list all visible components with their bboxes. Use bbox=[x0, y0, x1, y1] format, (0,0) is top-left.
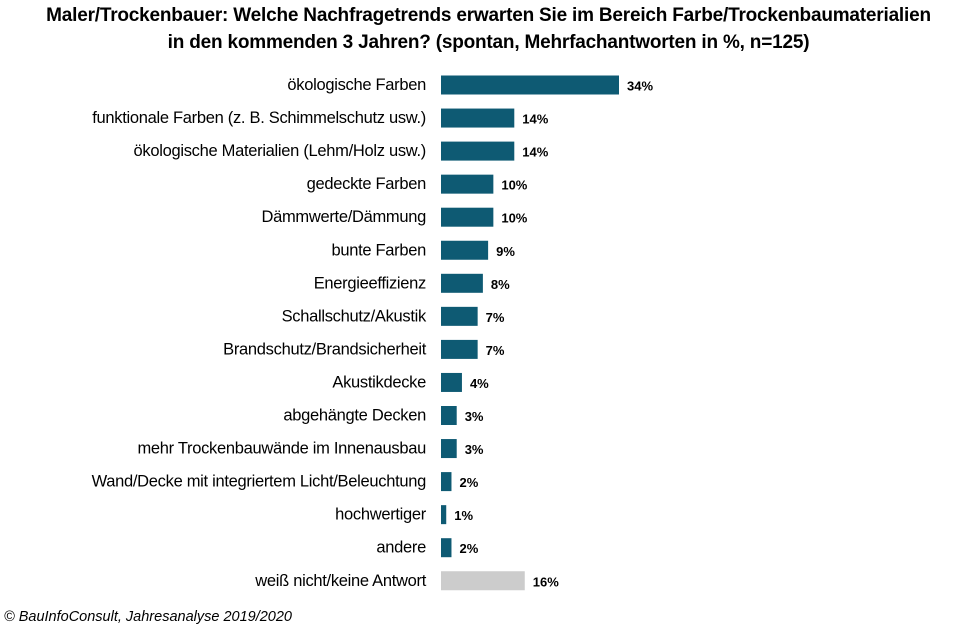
source-footer: © BauInfoConsult, Jahresanalyse 2019/202… bbox=[4, 609, 292, 625]
value-label: 2% bbox=[459, 541, 478, 556]
category-label: Energieeffizienz bbox=[314, 274, 426, 292]
value-label: 10% bbox=[501, 211, 527, 226]
category-label: Brandschutz/Brandsicherheit bbox=[223, 340, 427, 358]
category-label: ökologische Materialien (Lehm/Holz usw.) bbox=[134, 142, 426, 160]
category-label: weiß nicht/keine Antwort bbox=[254, 572, 426, 590]
category-label: Schallschutz/Akustik bbox=[282, 307, 427, 325]
category-label: Wand/Decke mit integriertem Licht/Beleuc… bbox=[92, 473, 427, 491]
value-label: 34% bbox=[627, 79, 653, 94]
value-label: 7% bbox=[486, 343, 505, 358]
bar bbox=[441, 207, 494, 227]
bar bbox=[441, 571, 525, 591]
bar bbox=[441, 75, 619, 95]
category-label: bunte Farben bbox=[331, 241, 426, 259]
value-label: 8% bbox=[491, 277, 510, 292]
category-label: andere bbox=[376, 539, 426, 557]
chart-subtitle: in den kommenden 3 Jahren? (spontan, Meh… bbox=[167, 32, 810, 53]
value-label: 10% bbox=[501, 178, 527, 193]
category-label: Dämmwerte/Dämmung bbox=[261, 208, 426, 226]
bar bbox=[441, 472, 452, 492]
bar bbox=[441, 108, 515, 128]
bar bbox=[441, 372, 462, 392]
value-label: 3% bbox=[465, 442, 484, 457]
value-label: 2% bbox=[459, 475, 478, 490]
category-label: gedeckte Farben bbox=[307, 175, 426, 193]
bar bbox=[441, 240, 489, 260]
chart-title: Maler/Trockenbauer: Welche Nachfragetren… bbox=[46, 5, 931, 26]
value-label: 4% bbox=[470, 376, 489, 391]
value-label: 16% bbox=[533, 574, 559, 589]
bar bbox=[441, 174, 494, 194]
value-label: 3% bbox=[465, 409, 484, 424]
value-label: 9% bbox=[496, 244, 515, 259]
category-label: abgehängte Decken bbox=[283, 407, 426, 425]
value-label: 14% bbox=[522, 145, 548, 160]
bar bbox=[441, 141, 515, 161]
value-label: 1% bbox=[454, 508, 473, 523]
bar bbox=[441, 439, 457, 459]
category-label: ökologische Farben bbox=[287, 76, 426, 94]
bar bbox=[441, 406, 457, 425]
category-label: mehr Trockenbauwände im Innenausbau bbox=[137, 440, 426, 458]
bar bbox=[441, 505, 447, 525]
chart-title-block: Maler/Trockenbauer: Welche Nachfragetren… bbox=[0, 2, 977, 56]
bar bbox=[441, 273, 483, 293]
category-label: funktionale Farben (z. B. Schimmelschutz… bbox=[92, 109, 426, 127]
bar bbox=[441, 339, 478, 359]
category-label: hochwertiger bbox=[335, 506, 427, 524]
category-label: Akustikdecke bbox=[332, 373, 426, 391]
value-label: 7% bbox=[486, 310, 505, 325]
bar bbox=[441, 306, 478, 326]
value-label: 14% bbox=[522, 112, 548, 127]
bar bbox=[441, 538, 452, 558]
